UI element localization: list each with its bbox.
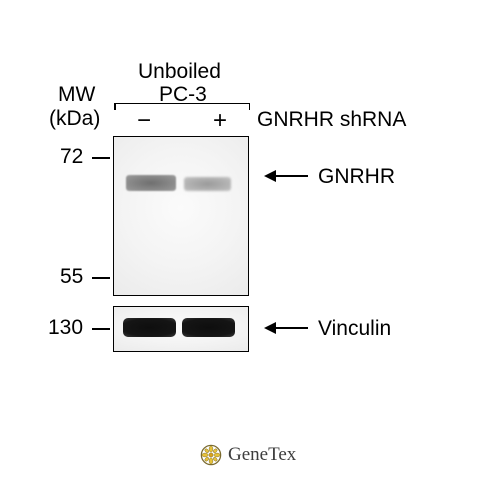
marker-72: 72 [60,145,83,169]
gnrhr-arrow [266,175,308,177]
marker-130-tick [92,328,110,330]
figure-root: MW (kDa) Unboiled PC-3 − + GNRHR shRNA 7… [0,0,500,500]
marker-55: 55 [60,265,83,289]
lane1-minus: − [137,107,151,135]
shrna-label: GNRHR shRNA [257,108,406,132]
mw-label: MW [58,83,95,107]
genetex-logo: GeneTex [200,444,296,466]
gnrhr-target-label: GNRHR [318,165,395,189]
lane2-plus: + [213,107,227,135]
gnrhr-band-lane1 [126,175,176,191]
gnrhr-blot-panel [113,136,249,296]
marker-72-tick [92,157,110,159]
lane-bracket [114,103,250,104]
vinculin-blot-panel [113,306,249,352]
gnrhr-band-lane2 [184,177,231,191]
genetex-logo-text: GeneTex [228,444,296,466]
vinculin-band-lane2 [182,318,234,336]
vinculin-target-label: Vinculin [318,317,391,341]
unboiled-label: Unboiled [138,60,221,84]
genetex-logo-mark-icon [200,444,222,466]
vinculin-band-lane1 [123,318,175,336]
marker-130: 130 [48,316,83,340]
gnrhr-blot-bg [114,137,248,295]
vinculin-arrow [266,327,308,329]
marker-55-tick [92,277,110,279]
kda-label: (kDa) [49,107,100,131]
